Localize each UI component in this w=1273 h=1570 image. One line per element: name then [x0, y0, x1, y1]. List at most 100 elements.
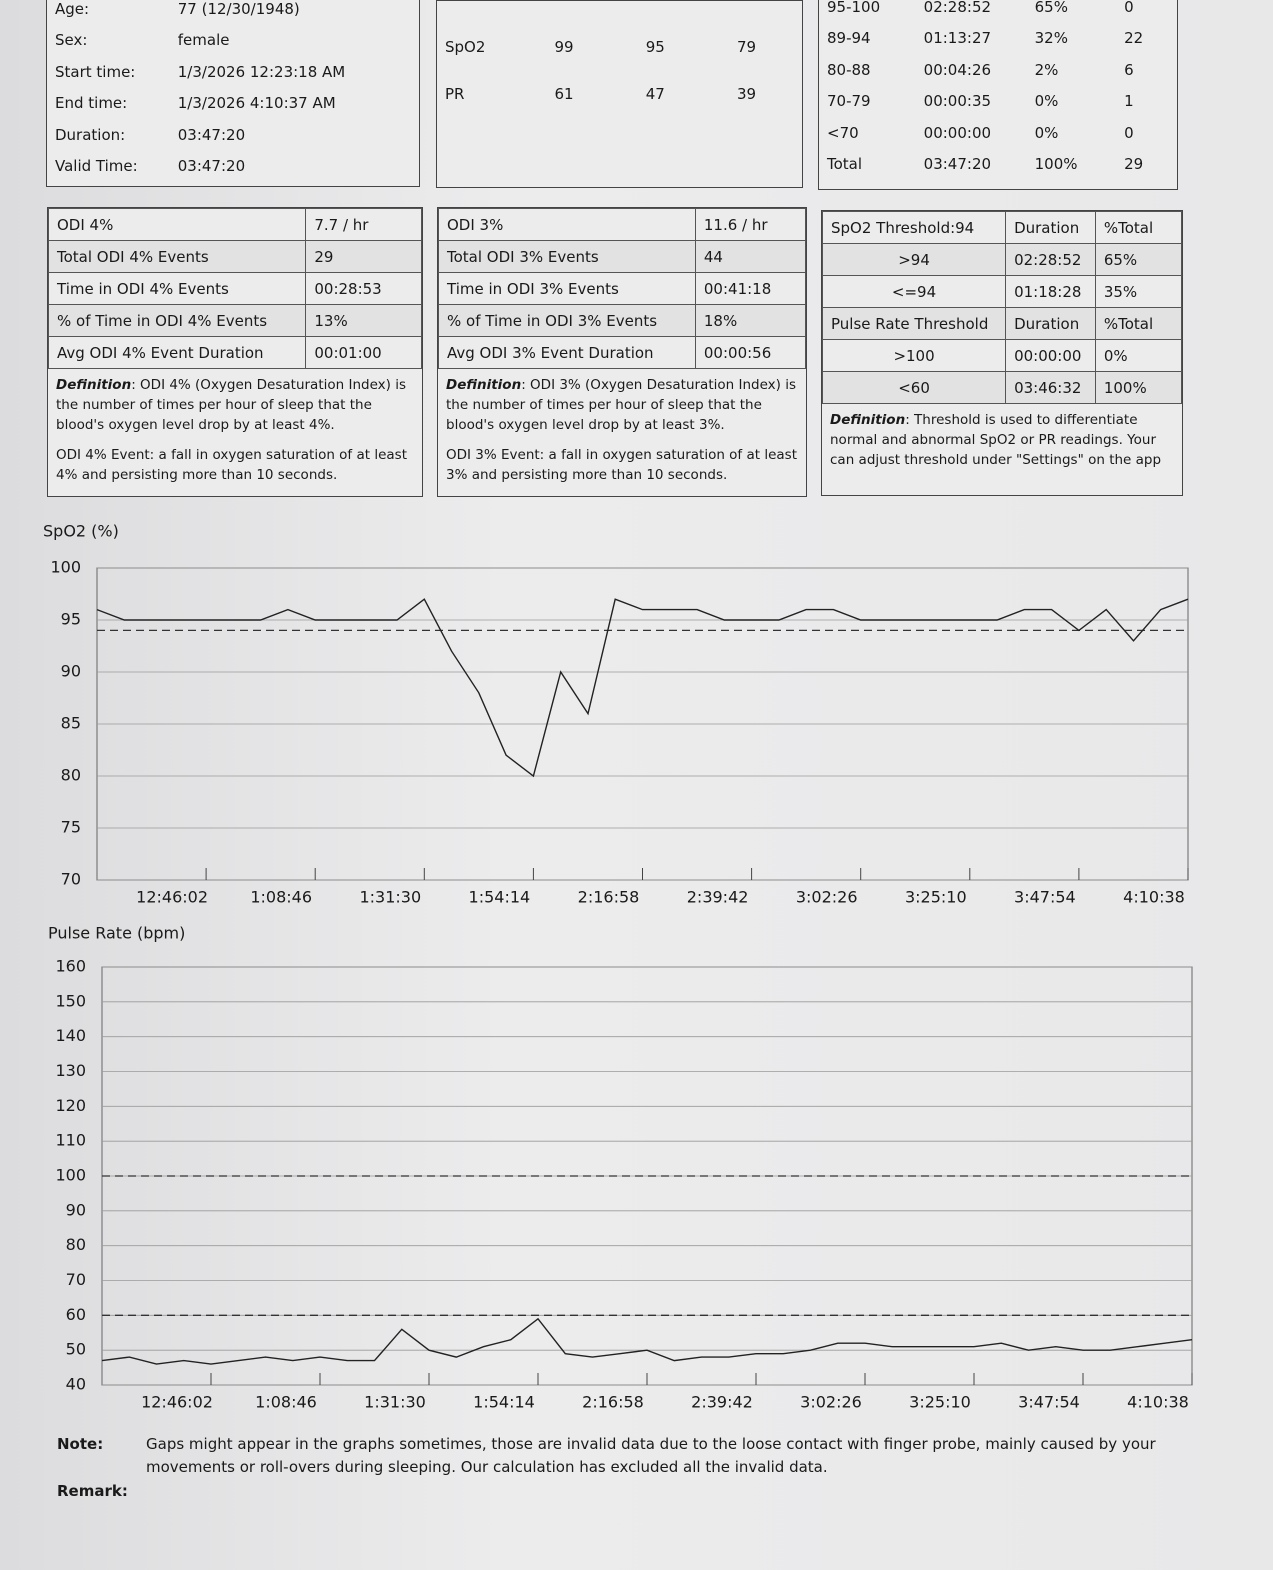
table-row: Time in ODI 3% Events 00:41:18: [438, 272, 807, 305]
table-cell: 29: [1124, 155, 1144, 174]
table-row: <60 03:46:32 100%: [821, 371, 1183, 404]
table-cell: 2%: [1034, 60, 1059, 79]
table-row: Time in ODI 4% Events 00:28:53: [47, 272, 422, 305]
x-tick-label: 12:46:02: [141, 1393, 213, 1412]
table-cell: Start time:: [55, 62, 136, 81]
y-tick-label: 60: [66, 1305, 86, 1324]
table-cell: 29: [305, 240, 422, 273]
table-cell: 100%: [1034, 155, 1078, 174]
table-cell: 11.6 / hr: [694, 208, 807, 241]
ranges-table: 95-100 02:28:52 65% 0 89-94 01:13:27 32% 22 80-8…: [819, 0, 1177, 180]
x-tick-label: 4:10:38: [1127, 1393, 1189, 1412]
chart-title: SpO2 (%): [43, 522, 119, 541]
table-cell: 79: [737, 37, 757, 56]
table-cell: 0: [1124, 0, 1134, 16]
table-cell: Time in ODI 4% Events: [47, 272, 307, 305]
odi4-box: ODI 4% 7.7 / hr Total ODI 4% Events 29 Time …: [47, 207, 423, 497]
table-cell: 01:18:28: [1005, 275, 1096, 308]
table-cell: 03:47:20: [177, 125, 246, 144]
table-cell: 01:13:27: [923, 29, 992, 48]
table-row: 70-79 00:00:35 0% 1: [819, 86, 1177, 118]
odi3-box: ODI 3% 11.6 / hr Total ODI 3% Events 44 Time…: [437, 207, 807, 497]
threshold-table: SpO2 Threshold:94 Duration %Total >94 02:28:…: [821, 211, 1183, 404]
table-cell: Duration:: [55, 125, 126, 144]
y-tick-label: 100: [50, 558, 81, 577]
note-label: Note:: [57, 1435, 104, 1453]
chart-title: Pulse Rate (bpm): [48, 924, 185, 943]
y-tick-label: 90: [61, 662, 81, 681]
table-row: >94 02:28:52 65%: [821, 243, 1183, 276]
table-cell: 99: [554, 37, 574, 56]
table-row: PR 61 47 39: [437, 70, 802, 117]
table-cell: 100%: [1094, 371, 1183, 404]
table-cell: 00:01:00: [305, 336, 422, 369]
table-cell: >100: [821, 339, 1007, 372]
x-tick-label: 3:25:10: [905, 888, 967, 907]
definition-label: Definition: [830, 412, 906, 428]
table-cell: 1/3/2026 12:23:18 AM: [177, 62, 346, 81]
definition-text: : ODI 3% (Oxygen Desaturation Index) is …: [446, 377, 796, 433]
table-cell: ODI 3%: [438, 208, 696, 241]
table-cell: 70-79: [827, 92, 871, 111]
definition-text: : Threshold is used to differentiate nor…: [830, 412, 1162, 468]
x-tick-label: 2:16:58: [582, 1393, 644, 1412]
table-cell: 95-100: [827, 0, 881, 16]
y-tick-label: 40: [66, 1375, 86, 1394]
table-row: Age: 77 (12/30/1948): [47, 0, 419, 25]
y-tick-label: 160: [55, 957, 86, 976]
table-cell: 65%: [1034, 0, 1068, 16]
table-cell: 80-88: [827, 60, 871, 79]
event-text: ODI 4% Event: a fall in oxygen saturatio…: [56, 447, 407, 483]
definition-label: Definition: [56, 377, 132, 393]
table-cell: <70: [827, 123, 859, 142]
table-cell: %Total: [1094, 307, 1183, 340]
y-tick-label: 75: [61, 818, 81, 837]
table-row: Valid Time: 03:47:20: [47, 151, 419, 183]
y-tick-label: 50: [66, 1340, 86, 1359]
y-tick-label: 80: [61, 766, 81, 785]
y-tick-label: 110: [55, 1131, 86, 1150]
table-cell: Sex:: [55, 31, 88, 50]
definition-text: : ODI 4% (Oxygen Desaturation Index) is …: [56, 377, 406, 433]
table-row: Total ODI 4% Events 29: [47, 240, 422, 273]
table-cell: Duration: [1005, 307, 1096, 340]
y-tick-label: 70: [61, 870, 81, 889]
table-cell: 03:47:20: [177, 157, 246, 176]
table-cell: 00:41:18: [694, 272, 807, 305]
table-cell: 89-94: [827, 29, 871, 48]
table-cell: 6: [1124, 60, 1134, 79]
table-row: % of Time in ODI 4% Events 13%: [47, 304, 422, 337]
table-cell: % of Time in ODI 3% Events: [438, 304, 696, 337]
definition: Definition: Threshold is used to differe…: [822, 404, 1182, 476]
table-cell: 0%: [1094, 339, 1183, 372]
table-row: Duration: 03:47:20: [47, 119, 419, 151]
table-cell: female: [177, 31, 230, 50]
x-tick-label: 1:08:46: [250, 888, 312, 907]
definition: Definition: ODI 3% (Oxygen Desaturation …: [438, 369, 806, 491]
table-cell: 44: [694, 240, 807, 273]
definition-label: Definition: [446, 377, 522, 393]
note-text: Gaps might appear in the graphs sometime…: [146, 1435, 1156, 1476]
x-tick-label: 3:47:54: [1014, 888, 1076, 907]
table-cell: 35%: [1094, 275, 1183, 308]
table-cell: 0%: [1034, 92, 1059, 111]
x-tick-label: 1:31:30: [364, 1393, 426, 1412]
data-line: [101, 1317, 1193, 1365]
odi4-table: ODI 4% 7.7 / hr Total ODI 4% Events 29 Time …: [47, 208, 422, 369]
table-cell: 39: [737, 84, 757, 103]
y-tick-label: 90: [66, 1200, 86, 1219]
table-cell: 13%: [305, 304, 422, 337]
table-cell: 1: [1124, 92, 1134, 111]
x-tick-label: 3:02:26: [796, 888, 858, 907]
ranges-box: 95-100 02:28:52 65% 0 89-94 01:13:27 32% 22 80-8…: [818, 0, 1178, 190]
y-tick-label: 95: [61, 610, 81, 629]
table-cell: 65%: [1094, 243, 1183, 276]
table-row: Pulse Rate Threshold Duration %Total: [821, 307, 1183, 340]
table-cell: 0%: [1034, 123, 1059, 142]
table-cell: 03:46:32: [1005, 371, 1096, 404]
table-row: 80-88 00:04:26 2% 6: [819, 54, 1177, 86]
table-cell: Age:: [55, 0, 90, 18]
table-cell: Pulse Rate Threshold: [821, 307, 1007, 340]
table-cell: <60: [821, 371, 1007, 404]
table-cell: 02:28:52: [923, 0, 992, 16]
